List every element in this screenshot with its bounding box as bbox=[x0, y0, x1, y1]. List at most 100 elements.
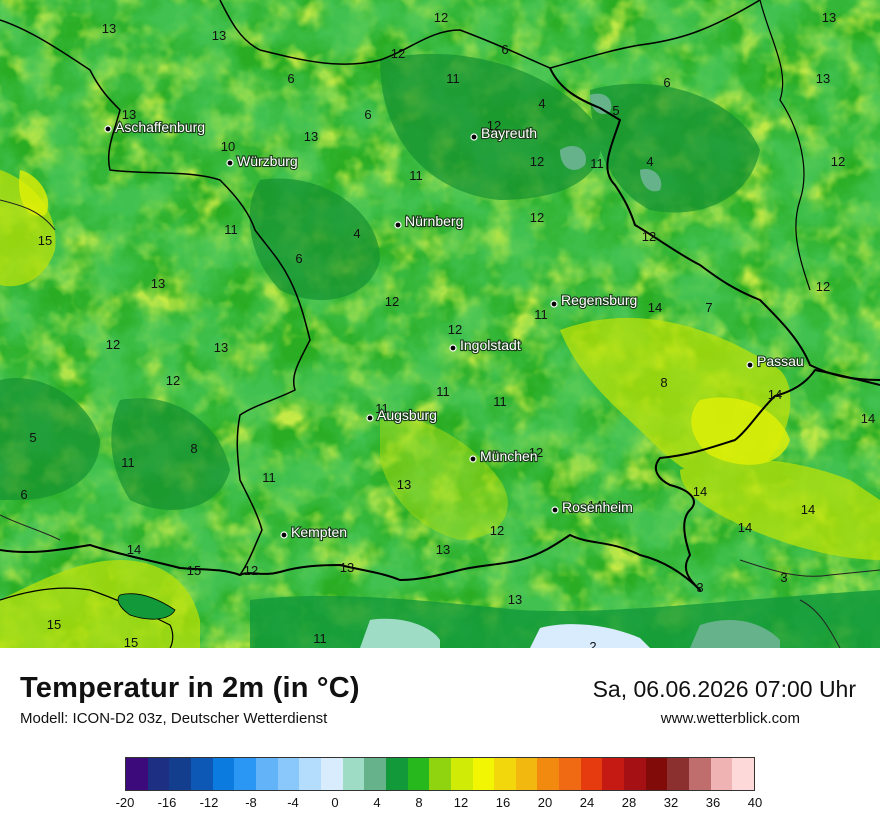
temperature-value: 13 bbox=[102, 21, 116, 36]
temperature-value: 15 bbox=[47, 617, 61, 632]
temperature-value: 14 bbox=[588, 498, 602, 513]
temperature-value: 13 bbox=[122, 107, 136, 122]
temperature-value: 3 bbox=[696, 580, 703, 595]
city-passau[interactable]: Passau bbox=[746, 352, 805, 370]
lake-constance bbox=[117, 593, 176, 620]
temperature-value: 12 bbox=[530, 154, 544, 169]
czech-border bbox=[759, 0, 811, 291]
legend-tick-label: 36 bbox=[705, 795, 721, 810]
city-dot bbox=[449, 344, 457, 352]
legend-color-swatch bbox=[667, 758, 690, 790]
legend-color-swatch bbox=[515, 758, 538, 790]
legend-color-swatch bbox=[212, 758, 235, 790]
city-label: Kempten bbox=[291, 524, 347, 540]
legend-color-swatch bbox=[645, 758, 668, 790]
city-nuernberg[interactable]: Nürnberg bbox=[394, 212, 464, 230]
temperature-value: 13 bbox=[340, 560, 354, 575]
legend-tick-label: 20 bbox=[537, 795, 553, 810]
temperature-value: 15 bbox=[124, 635, 138, 648]
state-border-northeast bbox=[549, 0, 761, 69]
city-label: Bayreuth bbox=[481, 125, 537, 141]
legend-color-swatch bbox=[429, 758, 451, 790]
minor-border-3 bbox=[739, 559, 880, 577]
website-link[interactable]: www.wetterblick.com bbox=[660, 710, 800, 727]
legend-tick-label: -8 bbox=[245, 795, 257, 810]
city-dot bbox=[469, 455, 477, 463]
temperature-value: 13 bbox=[822, 10, 836, 25]
temperature-value: 10 bbox=[221, 139, 235, 154]
city-augsburg[interactable]: Augsburg bbox=[366, 406, 438, 424]
legend-tick-label: 28 bbox=[621, 795, 637, 810]
city-wuerzburg[interactable]: Würzburg bbox=[226, 152, 299, 170]
temperature-value: 13 bbox=[214, 340, 228, 355]
temperature-value: 12 bbox=[816, 279, 830, 294]
city-dot bbox=[550, 300, 558, 308]
temperature-value: 13 bbox=[436, 542, 450, 557]
temperature-value: 12 bbox=[831, 154, 845, 169]
model-info: Modell: ICON-D2 03z, Deutscher Wetterdie… bbox=[20, 710, 328, 727]
temperature-value: 11 bbox=[375, 401, 389, 416]
city-dot bbox=[226, 159, 234, 167]
temperature-value: 13 bbox=[151, 276, 165, 291]
city-label: Nürnberg bbox=[405, 213, 463, 229]
city-label: Regensburg bbox=[561, 292, 637, 308]
legend-color-swatch bbox=[320, 758, 343, 790]
city-ingolstadt[interactable]: Ingolstadt bbox=[449, 336, 522, 354]
city-dot bbox=[280, 531, 288, 539]
lakes bbox=[117, 593, 176, 620]
city-dot bbox=[104, 125, 112, 133]
legend-color-swatch bbox=[126, 758, 148, 790]
legend-color-swatch bbox=[342, 758, 365, 790]
temperature-value: 12 bbox=[434, 10, 448, 25]
value-labels: 12 13 13 13 12 6 13 6 11 6 4 5 13 6 12 1… bbox=[20, 10, 875, 648]
legend-tick-label: 40 bbox=[747, 795, 763, 810]
temperature-value: 6 bbox=[295, 251, 302, 266]
temperature-value: 11 bbox=[409, 168, 423, 183]
legend-color-swatch bbox=[364, 758, 386, 790]
temperature-value: 12 bbox=[448, 322, 462, 337]
temperature-value: 11 bbox=[493, 394, 507, 409]
temperature-value: 11 bbox=[436, 384, 450, 399]
legend-tick-label: 4 bbox=[373, 795, 381, 810]
temperature-value: 4 bbox=[646, 154, 653, 169]
legend-color-swatch bbox=[385, 758, 408, 790]
temperature-value: 11 bbox=[262, 470, 276, 485]
temperature-value: 13 bbox=[508, 592, 522, 607]
legend-tick-label: -20 bbox=[115, 795, 135, 810]
legend-color-swatch bbox=[494, 758, 516, 790]
city-label: München bbox=[480, 448, 538, 464]
city-bayreuth[interactable]: Bayreuth bbox=[470, 124, 538, 142]
color-legend bbox=[125, 757, 755, 791]
temperature-value: 14 bbox=[648, 300, 662, 315]
legend-color-swatch bbox=[147, 758, 170, 790]
temperature-value: 12 bbox=[244, 563, 258, 578]
legend-color-swatch bbox=[299, 758, 321, 790]
legend-color-swatch bbox=[732, 758, 755, 790]
city-aschaffenburg[interactable]: Aschaffenburg bbox=[104, 118, 206, 136]
temperature-value: 3 bbox=[780, 570, 787, 585]
temperature-value: 6 bbox=[364, 107, 371, 122]
legend-tick-label: 8 bbox=[415, 795, 423, 810]
city-kempten[interactable]: Kempten bbox=[280, 523, 348, 541]
temperature-value: 8 bbox=[190, 441, 197, 456]
legend-tick-label: 12 bbox=[453, 795, 469, 810]
city-label: Augsburg bbox=[377, 407, 437, 423]
temperature-value: 14 bbox=[127, 542, 141, 557]
city-rosenheim[interactable]: Rosenheim bbox=[551, 498, 634, 516]
temperature-value: 11 bbox=[224, 222, 238, 237]
state-border-west bbox=[0, 19, 311, 576]
temperature-value: 14 bbox=[861, 411, 875, 426]
legend-tick-label: 16 bbox=[495, 795, 511, 810]
temperature-value: 12 bbox=[529, 445, 543, 460]
legend-color-swatch bbox=[559, 758, 581, 790]
city-muenchen[interactable]: München bbox=[469, 447, 539, 465]
temperature-value: 15 bbox=[38, 233, 52, 248]
city-regensburg[interactable]: Regensburg bbox=[550, 291, 638, 309]
temperature-value: 4 bbox=[538, 96, 545, 111]
temperature-value: 12 bbox=[166, 373, 180, 388]
temperature-value: 11 bbox=[534, 307, 548, 322]
borders bbox=[0, 0, 880, 648]
temperature-value: 12 bbox=[487, 118, 501, 133]
temperature-value: 13 bbox=[304, 129, 318, 144]
legend-tick-label: 0 bbox=[331, 795, 339, 810]
